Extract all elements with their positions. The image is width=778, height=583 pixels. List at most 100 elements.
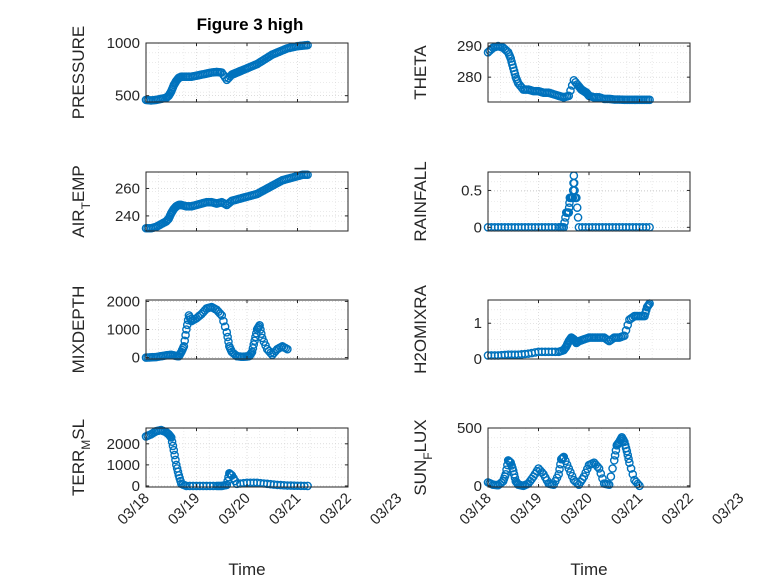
data-point-interp: [185, 481, 195, 491]
x-axis-label: Time: [228, 560, 265, 579]
y-axis-label-subscript: F: [421, 452, 435, 459]
data-point-interp: [155, 352, 164, 361]
data-point-interp: [552, 473, 562, 483]
data-point-interp: [246, 191, 255, 201]
data-point-interp: [195, 70, 205, 80]
data-point-interp: [563, 208, 573, 217]
subplot-5: 0 1000 2000 MIXDEPTH: [69, 286, 349, 374]
data-point: [625, 458, 634, 468]
data-point-interp: [500, 44, 510, 54]
y-tick-label: 0.5: [461, 182, 482, 199]
y-axis-label-main: SUN: [411, 460, 430, 496]
data-point-interp: [644, 300, 654, 310]
data-point-interp: [593, 462, 602, 471]
data-point-interp: [248, 343, 258, 353]
y-axis-label: H2OMIXRA: [411, 284, 430, 373]
data-markers: [483, 432, 644, 491]
y-tick-label: 2000: [107, 436, 140, 453]
data-point-interp: [299, 481, 309, 491]
data-point-interp: [246, 348, 256, 358]
data-point-interp: [633, 95, 643, 105]
data-point-interp: [623, 95, 633, 105]
subplot-2: 280 290 THETA: [411, 38, 691, 105]
y-axis-label-main: PRESSURE: [69, 26, 88, 120]
data-point-interp: [190, 71, 200, 81]
data-point-interp: [180, 336, 190, 346]
data-point: [169, 445, 179, 455]
y-tick-label: 500: [115, 88, 140, 105]
data-point-interp: [181, 330, 190, 340]
data-point-interp: [624, 454, 633, 464]
y-tick-label: 1000: [107, 457, 140, 474]
data-point-interp: [281, 343, 291, 353]
data-markers: [141, 302, 292, 362]
data-point-interp: [560, 218, 569, 227]
data-point-interp: [535, 466, 545, 475]
y-ticks: 240 260: [115, 180, 348, 225]
y-axis-label: AIRTEMP: [69, 165, 93, 238]
data-point-interp: [626, 464, 636, 473]
data-point-interp: [561, 213, 570, 222]
data-point-interp: [185, 201, 195, 211]
y-axis-label-main: TERR: [69, 450, 88, 496]
data-point-interp: [168, 441, 178, 451]
data-point-interp: [621, 326, 631, 335]
y-axis-label-rest: SL: [69, 419, 88, 440]
y-tick-label: 1000: [107, 322, 140, 339]
data-point-interp: [205, 481, 215, 491]
data-point-interp: [542, 88, 552, 97]
data-point-interp: [555, 464, 564, 474]
data-point-interp: [276, 480, 285, 490]
data-point-interp: [198, 307, 208, 317]
y-axis-label: MIXDEPTH: [69, 286, 88, 374]
data-point-interp: [613, 333, 622, 342]
data-point-interp: [166, 432, 175, 441]
data-point-interp: [573, 213, 583, 222]
data-point-interp: [509, 469, 519, 479]
data-point-interp: [510, 69, 520, 79]
data-point-interp: [173, 351, 183, 361]
y-tick-label: 0: [132, 350, 140, 367]
data-point-interp: [220, 480, 230, 490]
y-ticks: 00.5: [461, 182, 690, 236]
y-ticks: 01: [474, 315, 690, 368]
y-axis-label-rest: EMP: [69, 165, 88, 202]
y-tick-label: 500: [457, 420, 482, 437]
data-point-interp: [170, 450, 179, 460]
data-point-interp: [588, 92, 597, 102]
data-point-interp: [172, 464, 182, 473]
y-tick-label: 240: [115, 208, 140, 225]
data-point: [609, 456, 619, 465]
y-tick-label: 290: [457, 38, 482, 55]
y-tick-label: 0: [132, 478, 140, 495]
data-point-interp: [603, 335, 612, 345]
data-point-interp: [628, 95, 638, 105]
data-point-interp: [210, 198, 220, 208]
x-ticks: [487, 43, 691, 102]
y-ticks: 0 1000 2000: [107, 436, 348, 495]
data-point-interp: [219, 316, 228, 326]
y-axis-label: THETA: [411, 45, 430, 100]
data-point-interp: [301, 40, 311, 50]
data-point-interp: [517, 481, 526, 490]
y-ticks: 0 500: [457, 420, 690, 495]
data-point-interp: [588, 333, 597, 342]
y-tick-label: 260: [115, 180, 140, 197]
y-tick-label: 0: [474, 478, 482, 495]
data-point-interp: [257, 329, 266, 339]
data-point-interp: [223, 332, 232, 342]
data-point-interp: [593, 93, 602, 102]
data-point-interp: [505, 52, 515, 61]
data-point-interp: [214, 307, 223, 317]
data-point-interp: [220, 322, 230, 331]
data-point-interp: [200, 198, 210, 207]
data-point-interp: [572, 203, 582, 212]
data-point-interp: [564, 203, 574, 212]
data-point-interp: [608, 95, 617, 104]
y-tick-label: 2000: [107, 293, 140, 310]
data-point-interp: [517, 350, 526, 359]
data-point-interp: [619, 436, 628, 445]
subplot-1: 500 1000 PRESSURE: [69, 26, 349, 120]
data-point-interp: [603, 479, 612, 489]
